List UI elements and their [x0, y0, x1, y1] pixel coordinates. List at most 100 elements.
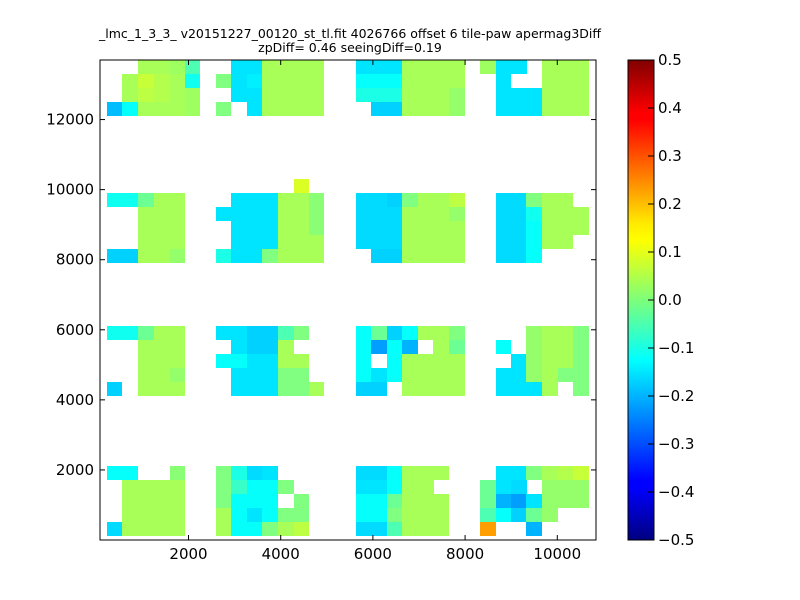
heatmap-cell	[573, 60, 589, 74]
heatmap-cell	[371, 102, 387, 116]
heatmap-cell	[371, 466, 387, 480]
heatmap-cell	[247, 221, 263, 235]
heatmap-cell	[185, 74, 200, 88]
heatmap-cell	[122, 326, 138, 340]
heatmap-cell	[449, 60, 465, 74]
y-tick-label: 10000	[46, 181, 94, 199]
heatmap-cell	[216, 480, 231, 494]
heatmap-cell	[371, 221, 387, 235]
heatmap-cell	[526, 235, 542, 249]
heatmap-cell	[247, 508, 263, 522]
heatmap-cell	[526, 466, 542, 480]
heatmap-cell	[542, 207, 558, 221]
heatmap-cell	[278, 249, 294, 263]
heatmap-cell	[573, 354, 589, 368]
heatmap-cell	[216, 326, 231, 340]
heatmap-cell	[449, 326, 465, 340]
heatmap-cell	[573, 494, 589, 508]
heatmap-cell	[216, 249, 231, 263]
heatmap-cell	[433, 466, 449, 480]
heatmap-cell	[449, 207, 465, 221]
heatmap-cell	[418, 221, 434, 235]
heatmap-cell	[154, 480, 170, 494]
heatmap-cell	[170, 221, 185, 235]
heatmap-cell	[542, 368, 558, 382]
heatmap-cell	[542, 340, 558, 354]
heatmap-cell	[526, 102, 542, 116]
heatmap-cell	[433, 340, 449, 354]
heatmap-cell	[170, 522, 185, 536]
heatmap-cell	[511, 354, 527, 368]
heatmap-cell	[511, 494, 527, 508]
heatmap-cell	[231, 221, 247, 235]
heatmap-cell	[294, 193, 309, 207]
heatmap-cell	[278, 235, 294, 249]
colorbar-tick-label: 0.0	[658, 291, 682, 309]
heatmap-cell	[294, 60, 309, 74]
heatmap-cell	[402, 74, 418, 88]
heatmap-cell	[138, 221, 154, 235]
heatmap-cell	[387, 235, 402, 249]
heatmap-cell	[138, 249, 154, 263]
heatmap-cell	[387, 221, 402, 235]
heatmap-cell	[496, 249, 511, 263]
heatmap-cell	[511, 193, 527, 207]
heatmap-cell	[170, 340, 185, 354]
heatmap-cell	[402, 382, 418, 396]
heatmap-cell	[449, 235, 465, 249]
heatmap-cell	[216, 466, 231, 480]
heatmap-cell	[185, 60, 200, 74]
heatmap-cell	[449, 249, 465, 263]
heatmap-cell	[262, 221, 278, 235]
heatmap-cell	[526, 382, 542, 396]
heatmap-cell	[122, 480, 138, 494]
heatmap-cell	[542, 235, 558, 249]
heatmap-cell	[107, 466, 122, 480]
heatmap-cell	[278, 221, 294, 235]
heatmap-cell	[433, 354, 449, 368]
heatmap-cell	[170, 193, 185, 207]
heatmap-cell	[294, 88, 309, 102]
heatmap-cell	[278, 88, 294, 102]
heatmap-cell	[387, 193, 402, 207]
heatmap-cell	[138, 368, 154, 382]
heatmap-cell	[542, 508, 558, 522]
heatmap-cell	[309, 207, 324, 221]
heatmap-cell	[418, 235, 434, 249]
heatmap-cell	[496, 221, 511, 235]
heatmap-cell	[262, 522, 278, 536]
heatmap-cell	[496, 235, 511, 249]
heatmap-cell	[154, 74, 170, 88]
heatmap-cell	[138, 207, 154, 221]
heatmap-cell	[558, 193, 573, 207]
heatmap-cell	[170, 235, 185, 249]
heatmap-cell	[309, 193, 324, 207]
colorbar-tick-label: 0.3	[658, 147, 682, 165]
heatmap-cell	[247, 88, 263, 102]
heatmap-cell	[247, 382, 263, 396]
heatmap-cell	[231, 207, 247, 221]
colorbar-tick-label: −0.3	[658, 435, 694, 453]
heatmap-cell	[496, 60, 511, 74]
heatmap-cell	[247, 494, 263, 508]
heatmap-cell	[278, 326, 294, 340]
heatmap-cell	[496, 466, 511, 480]
heatmap-cell	[356, 235, 371, 249]
heatmap-cell	[356, 207, 371, 221]
heatmap-cell	[511, 249, 527, 263]
heatmap-cell	[433, 249, 449, 263]
heatmap-cell	[278, 508, 294, 522]
heatmap-cell	[558, 60, 573, 74]
heatmap-cell	[542, 74, 558, 88]
heatmap-cell	[371, 74, 387, 88]
heatmap-cell	[402, 466, 418, 480]
heatmap-cell	[371, 382, 387, 396]
heatmap-cell	[138, 508, 154, 522]
heatmap-cell	[294, 508, 309, 522]
heatmap-cell	[418, 354, 434, 368]
heatmap-cell	[402, 340, 418, 354]
heatmap-cell	[387, 508, 402, 522]
heatmap-cell	[154, 221, 170, 235]
heatmap-cell	[356, 368, 371, 382]
heatmap-cell	[294, 522, 309, 536]
